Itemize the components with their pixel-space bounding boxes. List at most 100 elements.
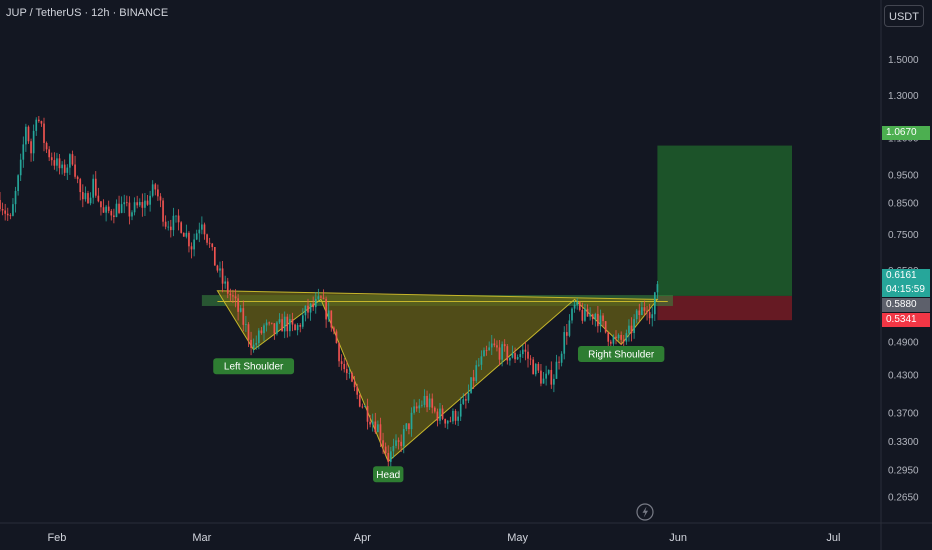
candles <box>0 115 659 470</box>
candle-body <box>40 121 43 124</box>
candle-body <box>599 315 602 327</box>
candle <box>157 184 159 201</box>
candle-body <box>348 372 351 374</box>
candle <box>472 369 475 389</box>
candle <box>646 305 648 321</box>
candle <box>81 184 84 208</box>
candle <box>299 323 302 333</box>
candle-body <box>216 265 219 271</box>
candle <box>320 294 322 299</box>
bar-countdown: 04:15:59 <box>882 283 930 297</box>
candle <box>597 305 599 333</box>
candle-body <box>94 178 97 196</box>
candle-body <box>66 167 69 173</box>
candle-body <box>449 420 452 422</box>
candle <box>92 174 95 204</box>
candle-body <box>149 195 151 205</box>
candle-body <box>472 377 475 381</box>
candle <box>102 199 105 213</box>
candle <box>25 123 27 152</box>
candle-body <box>320 296 322 298</box>
candle <box>195 229 198 241</box>
candle-body <box>345 369 348 374</box>
candle <box>333 326 335 335</box>
candle <box>527 344 529 368</box>
candle-body <box>540 370 542 384</box>
candle <box>379 417 382 448</box>
candle <box>0 191 1 212</box>
candle-body <box>206 234 208 243</box>
candle <box>260 327 263 335</box>
candle <box>628 319 630 342</box>
candle-body <box>408 423 410 430</box>
candle <box>384 442 387 456</box>
candle <box>180 221 183 234</box>
candle <box>76 175 79 184</box>
candle-body <box>136 202 139 206</box>
candle <box>330 310 333 332</box>
candle <box>234 289 237 308</box>
candle <box>439 402 441 425</box>
candle-body <box>69 154 71 168</box>
candle <box>418 398 421 413</box>
candle <box>467 384 470 404</box>
candle-body <box>516 357 519 360</box>
candle <box>291 312 294 332</box>
candle-body <box>431 398 434 408</box>
current-price-tag: 0.6161 <box>882 269 930 283</box>
candle-body <box>110 210 113 216</box>
candle <box>50 152 53 166</box>
candle <box>107 200 110 214</box>
candle-body <box>628 325 630 334</box>
candle-body <box>573 304 576 309</box>
target-zone <box>657 145 792 296</box>
stop-price-tag: 0.5341 <box>882 313 930 327</box>
candle-body <box>426 395 428 408</box>
candle-body <box>615 336 617 339</box>
candle <box>322 289 325 300</box>
candle-body <box>296 325 299 331</box>
candle <box>154 182 157 196</box>
candle <box>431 393 434 414</box>
candle-body <box>92 178 95 198</box>
candle-body <box>433 407 436 412</box>
candle <box>348 366 351 379</box>
candle-body <box>84 193 87 200</box>
candle <box>149 190 151 212</box>
candle-body <box>547 369 550 374</box>
lightning-icon[interactable] <box>636 503 654 521</box>
candle-body <box>633 319 635 334</box>
candle <box>444 418 447 428</box>
candle <box>483 347 485 357</box>
candle-body <box>656 284 659 293</box>
candle <box>475 360 478 384</box>
candle-body <box>374 421 377 433</box>
candle <box>581 302 584 324</box>
stop-zone <box>657 295 792 321</box>
candle-body <box>441 408 444 419</box>
candle-body <box>392 445 395 452</box>
candle <box>374 412 377 434</box>
candle <box>69 153 71 175</box>
candle <box>397 437 400 450</box>
x-tick-label: Jul <box>826 532 840 544</box>
currency-button[interactable]: USDT <box>884 5 924 27</box>
candle-body <box>164 221 167 227</box>
candle <box>281 313 283 332</box>
candle-body <box>371 421 374 425</box>
candle <box>465 392 467 409</box>
candle <box>589 307 591 321</box>
candle <box>511 345 514 359</box>
symbol-header[interactable]: JUP / TetherUS · 12h · BINANCE <box>6 7 169 19</box>
candle <box>516 354 519 360</box>
candle <box>273 323 276 340</box>
candle <box>413 399 415 415</box>
candle <box>498 339 501 366</box>
entry-price-tag: 0.5880 <box>882 298 930 312</box>
candle <box>89 192 92 206</box>
candle <box>265 319 268 332</box>
candle-body <box>648 312 651 319</box>
y-tick-label: 0.3700 <box>888 408 919 419</box>
